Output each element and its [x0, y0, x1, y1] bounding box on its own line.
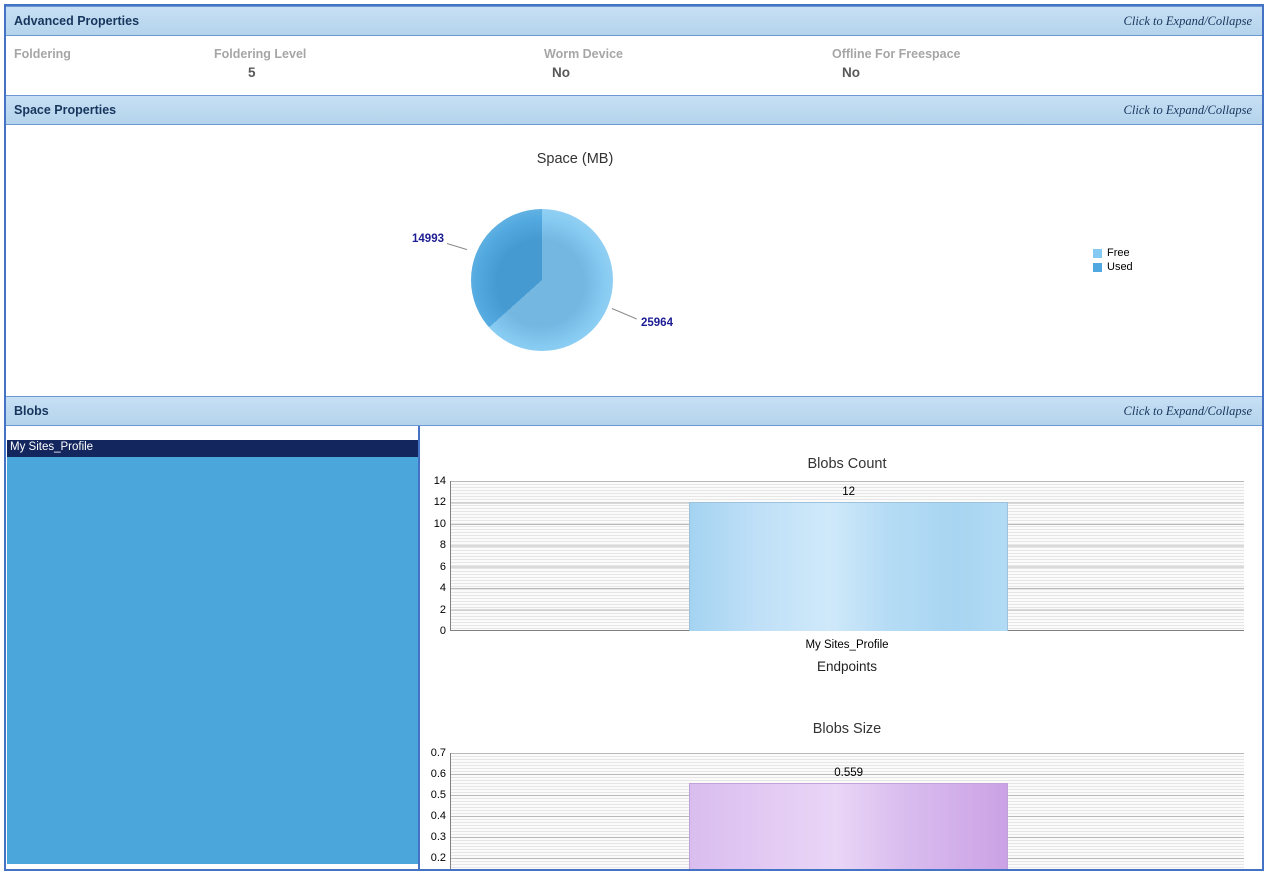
legend-item-used: Used — [1093, 260, 1133, 274]
pie-shading-overlay — [471, 209, 613, 351]
y-tick: 0.2 — [430, 852, 446, 864]
endpoint-list-panel: My Sites_Profile — [6, 426, 420, 869]
blobs-size-chart: 0.7 0.6 0.5 0.4 0.3 0.2 0.559 — [431, 747, 1244, 869]
expand-collapse-hint[interactable]: Click to Expand/Collapse — [1123, 102, 1252, 117]
y-tick: 0.6 — [430, 768, 446, 780]
pie-free-callout-line — [611, 308, 638, 320]
legend-label-free: Free — [1107, 247, 1130, 259]
blobs-count-y-axis: 14 12 10 8 6 4 2 0 — [420, 473, 446, 639]
section-title: Space Properties — [14, 103, 117, 117]
endpoint-list-item-selected[interactable]: My Sites_Profile — [7, 440, 418, 457]
blobs-content-area: My Sites_Profile Blobs Count 14 12 10 8 … — [6, 426, 1262, 869]
blobs-count-category-label: My Sites_Profile — [805, 639, 889, 651]
field-value: 5 — [248, 65, 256, 80]
pie-free-value-label: 25964 — [641, 317, 673, 329]
blobs-count-chart: 14 12 10 8 6 4 2 0 12 — [434, 475, 1244, 637]
legend-swatch-free — [1093, 248, 1102, 258]
pie-chart-title: Space (MB) — [536, 151, 614, 167]
endpoint-list-body[interactable] — [7, 457, 418, 864]
blobs-count-plot: 12 — [450, 481, 1244, 631]
pie-used-callout-line — [446, 243, 468, 251]
legend-label-used: Used — [1107, 261, 1133, 273]
y-tick: 0 — [439, 624, 446, 637]
y-tick: 10 — [433, 517, 446, 530]
plot-scale: 12 — [451, 481, 1244, 631]
expand-collapse-hint[interactable]: Click to Expand/Collapse — [1123, 13, 1252, 28]
space-pie-chart — [471, 209, 613, 351]
y-tick: 6 — [439, 560, 446, 573]
section-title: Blobs — [14, 404, 49, 418]
y-tick: 14 — [433, 475, 446, 487]
field-foldering-level: Foldering Level 5 — [214, 47, 544, 95]
field-foldering: Foldering — [14, 47, 214, 95]
blobs-count-bar: 12 — [688, 486, 1009, 631]
blobs-count-title: Blobs Count — [807, 456, 887, 472]
pie-used-value-label: 14993 — [412, 233, 444, 245]
y-tick: 4 — [439, 582, 446, 595]
field-label: Foldering — [14, 47, 71, 61]
endpoint-list: My Sites_Profile — [7, 440, 418, 864]
blobs-size-y-axis: 0.7 0.6 0.5 0.4 0.3 0.2 — [420, 745, 446, 866]
blobs-size-title: Blobs Size — [812, 721, 882, 737]
y-tick: 8 — [439, 539, 446, 552]
storage-properties-page: Advanced Properties Click to Expand/Coll… — [4, 4, 1264, 871]
pie-legend: Free Used — [1093, 246, 1133, 274]
bar-value-label: 12 — [842, 486, 856, 499]
space-chart-area: Space (MB) 14993 25964 Free Used — [6, 125, 1262, 396]
field-label: Foldering Level — [214, 47, 307, 61]
y-tick: 12 — [433, 496, 446, 509]
advanced-properties-fields: Foldering Foldering Level 5 Worm Device … — [6, 36, 1262, 95]
section-title: Advanced Properties — [14, 14, 140, 28]
field-value: No — [552, 65, 570, 80]
y-tick: 0.5 — [430, 789, 446, 801]
field-label: Worm Device — [544, 47, 623, 61]
field-value: No — [842, 65, 860, 80]
y-tick: 0.4 — [430, 810, 446, 822]
y-tick: 0.3 — [430, 831, 446, 843]
advanced-properties-header[interactable]: Advanced Properties Click to Expand/Coll… — [6, 6, 1262, 36]
blobs-header[interactable]: Blobs Click to Expand/Collapse — [6, 396, 1262, 426]
bar-value-label: 0.559 — [834, 766, 864, 779]
field-label: Offline For Freespace — [832, 47, 961, 61]
blobs-size-bar: 0.559 — [688, 767, 1009, 869]
field-offline-for-freespace: Offline For Freespace No — [832, 47, 1262, 95]
legend-swatch-used — [1093, 262, 1102, 272]
blobs-count-x-axis-title: Endpoints — [816, 659, 878, 674]
y-tick: 2 — [439, 603, 446, 616]
field-worm-device: Worm Device No — [544, 47, 832, 95]
expand-collapse-hint[interactable]: Click to Expand/Collapse — [1123, 403, 1252, 418]
legend-item-free: Free — [1093, 246, 1133, 260]
plot-scale: 0.559 — [451, 753, 1244, 869]
y-tick: 0.7 — [430, 747, 446, 759]
blobs-size-plot: 0.559 — [450, 753, 1244, 869]
blobs-charts-panel: Blobs Count 14 12 10 8 6 4 2 0 12 — [420, 426, 1262, 869]
space-properties-header[interactable]: Space Properties Click to Expand/Collaps… — [6, 95, 1262, 125]
